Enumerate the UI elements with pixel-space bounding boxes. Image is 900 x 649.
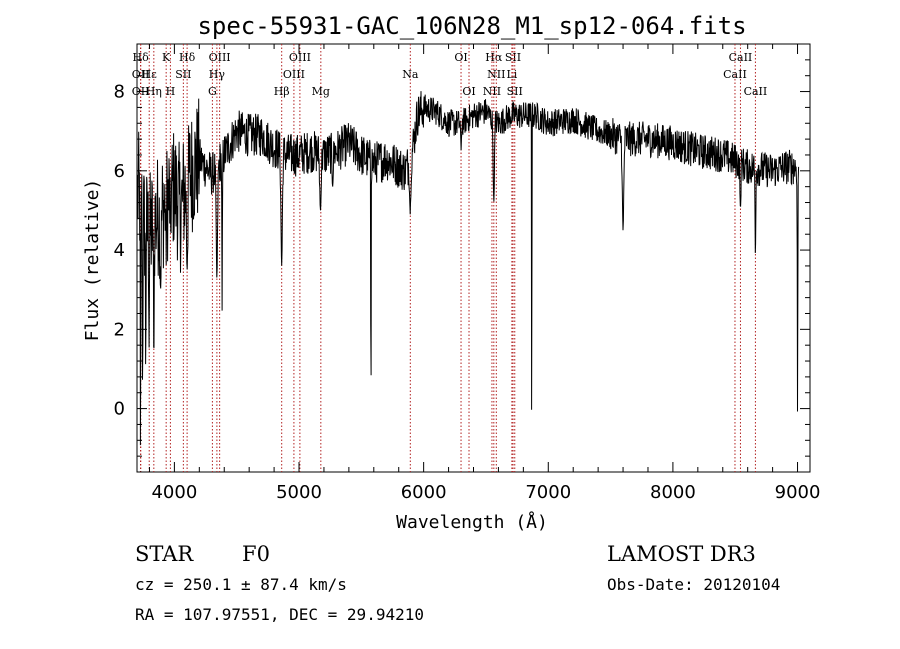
spectrum-line [137,91,800,446]
y-axis-label: Flux (relative) [82,179,103,342]
x-tick-label: 4000 [151,482,197,503]
x-axis-ticks: 4000 5000 6000 7000 8000 9000 [148,44,821,503]
line-marker-label: OIII [209,51,231,64]
x-tick-label: 6000 [401,482,447,503]
object-class: STAR [135,542,194,566]
coordinates: RA = 107.97551, DEC = 29.94210 [135,605,424,624]
x-axis-label: Wavelength (Å) [396,511,548,533]
line-marker-label: Mg [312,85,330,98]
line-marker-label: OI [454,51,467,64]
line-marker-label: Li [506,68,517,81]
line-marker-label: OII [132,68,150,81]
line-marker-label: Hβ [274,85,290,98]
y-tick-label: 4 [114,240,125,261]
line-marker-label: CaII [723,68,747,81]
chart-title: spec-55931-GAC_106N28_M1_sp12-064.fits [197,12,746,40]
line-marker-label: G [208,85,217,98]
line-marker-label: Hδ [133,51,150,64]
y-tick-label: 6 [114,161,125,182]
line-marker-label: Hε [142,68,158,81]
line-marker-label: CaII [729,51,753,64]
line-marker-label: Hγ [209,68,226,81]
y-tick-label: 0 [114,399,125,420]
y-tick-label: 2 [114,319,125,340]
line-marker-label: OIII [283,68,305,81]
line-marker-label: K [162,51,171,64]
line-marker-label: OI [462,85,475,98]
line-marker-label: OIII [289,51,311,64]
line-marker-label: Hα [485,51,503,64]
x-tick-label: 5000 [276,482,322,503]
line-marker-label: SII [175,68,191,81]
line-marker-label: H [166,85,176,98]
y-axis-ticks: 0 2 4 6 8 [114,59,810,473]
survey-name: LAMOST DR3 [607,542,756,566]
line-marker-label: CaII [744,85,768,98]
line-marker-label: NII [483,85,501,98]
redshift-readout: cz = 250.1 ± 87.4 km/s [135,575,347,594]
line-marker-label: Hη [146,85,162,98]
line-marker-label: Na [402,68,419,81]
obs-date: Obs-Date: 20120104 [607,575,780,594]
plot-frame [136,43,811,473]
line-marker-label: Hδ [179,51,196,64]
x-tick-label: 9000 [775,482,821,503]
x-tick-label: 7000 [525,482,571,503]
line-marker-label: SII [505,51,521,64]
x-tick-label: 8000 [650,482,696,503]
object-subclass: F0 [242,542,270,566]
line-marker-label: NII [487,68,505,81]
y-tick-label: 8 [114,82,125,103]
line-marker-label: SII [507,85,523,98]
